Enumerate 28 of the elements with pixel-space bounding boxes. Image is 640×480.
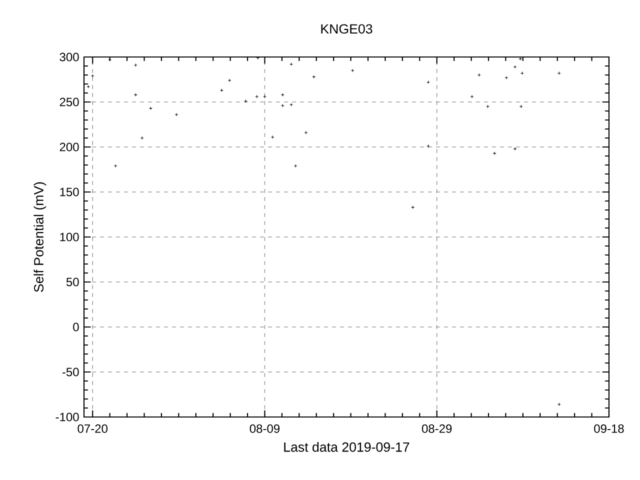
y-tick-label: 50 [66,278,79,286]
chart-title: KNGE03 [321,24,372,34]
y-axis-title: Self Potential (mV) [34,182,46,292]
x-axis-title: Last data 2019-09-17 [284,442,410,452]
y-tick-label: 200 [60,142,79,152]
y-tick-label: -100 [56,412,79,422]
x-tick-label: 08-29 [422,424,452,433]
point [486,104,490,108]
point [504,76,508,80]
point [350,68,354,72]
point [513,147,517,151]
point [140,136,144,140]
point [174,112,178,116]
y-tick-label: 250 [60,98,79,106]
y-tick-label: 0 [73,322,79,332]
x-tick-label: 08-09 [250,424,280,433]
point [114,164,118,168]
y-tick-label: 150 [60,188,79,196]
point [513,65,517,69]
x-tick-label: 09-18 [594,424,624,433]
point [477,73,481,77]
y-tick-label: 100 [60,232,79,242]
point [470,94,474,98]
x-tick-label: 07-20 [78,424,108,433]
y-tick-label: 300 [60,52,79,62]
y-tick-label: -50 [62,368,79,376]
point [519,104,523,108]
point [304,130,308,134]
